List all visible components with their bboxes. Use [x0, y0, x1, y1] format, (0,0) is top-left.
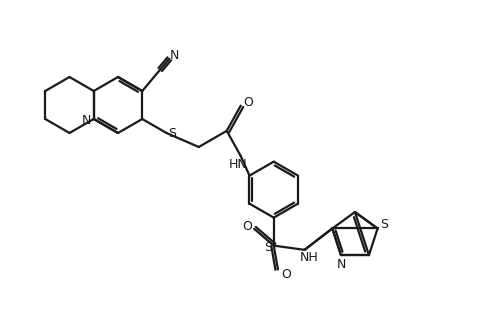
Text: N: N	[170, 49, 179, 62]
Text: NH: NH	[300, 251, 319, 264]
Text: S: S	[264, 241, 272, 254]
Text: S: S	[169, 126, 176, 139]
Text: S: S	[381, 218, 389, 231]
Text: N: N	[336, 258, 346, 271]
Text: O: O	[281, 268, 291, 281]
Text: O: O	[242, 220, 252, 233]
Text: HN: HN	[228, 158, 247, 171]
Text: O: O	[243, 96, 253, 109]
Text: N: N	[82, 114, 91, 126]
